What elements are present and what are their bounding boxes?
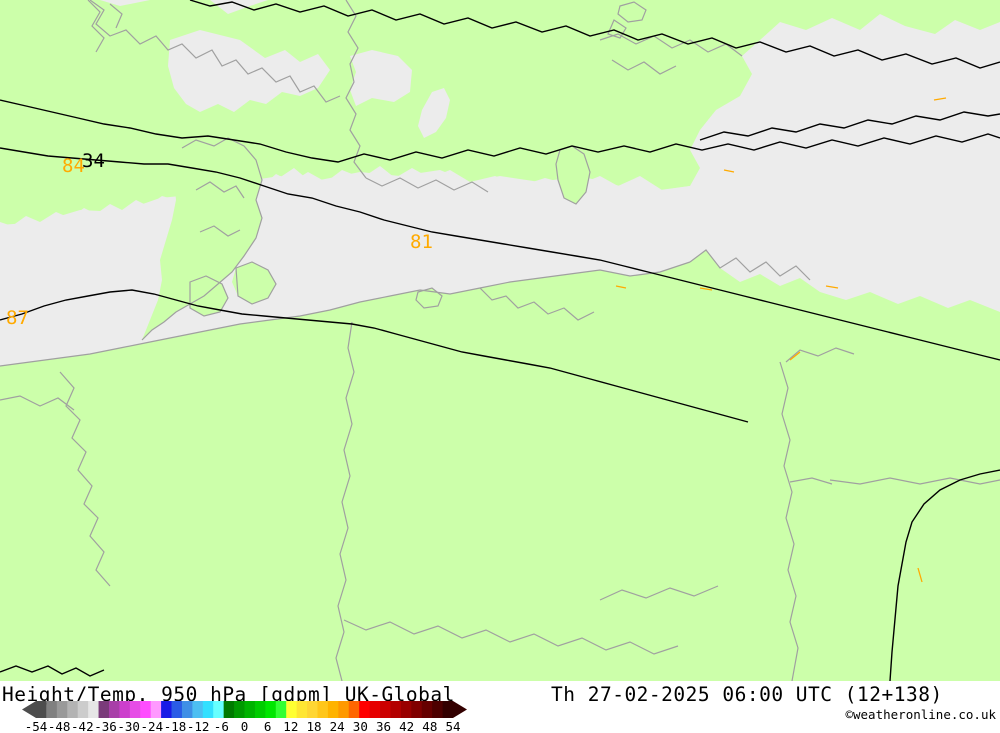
colorbar-swatch xyxy=(119,701,131,718)
colorbar-swatch xyxy=(150,701,162,718)
colorbar-tick-label: -30 xyxy=(117,719,140,733)
landmass-zealand xyxy=(232,262,276,304)
contour-east-upper xyxy=(699,111,1000,141)
colorbar-swatch xyxy=(98,701,110,718)
colorbar-swatch xyxy=(254,701,266,718)
colorbar-swatch xyxy=(244,701,256,718)
colorbar-swatch xyxy=(275,701,287,718)
valid-time-label: Th 27-02-2025 06:00 UTC (12+138) xyxy=(551,683,943,706)
contour-mid xyxy=(0,147,1000,361)
sea-skagerrak xyxy=(168,30,330,112)
colorbar-tick-label: 24 xyxy=(329,719,345,733)
colorbar-swatch xyxy=(359,701,371,718)
colorbar-swatch xyxy=(161,701,172,718)
highland-patch-2 xyxy=(418,88,450,138)
contour-se xyxy=(889,469,1000,681)
colorbar-swatch xyxy=(369,701,381,718)
colorbar-swatch xyxy=(432,701,443,718)
height-contours xyxy=(0,0,1000,681)
island-small-ne xyxy=(618,2,646,22)
colorbar-swatch xyxy=(46,701,58,718)
colorbar-swatch xyxy=(348,701,360,718)
colorbar-swatch xyxy=(213,701,225,718)
colorbar-swatch xyxy=(327,701,339,718)
colorbar-swatch xyxy=(390,701,402,718)
colorbar-tick-label: 0 xyxy=(240,719,249,733)
island-bornholm xyxy=(416,288,442,308)
colorbar-swatch xyxy=(286,701,298,718)
colorbar-tick-label: 6 xyxy=(263,719,272,733)
colorbar-swatch xyxy=(223,701,235,718)
contour-bottomleft xyxy=(0,665,105,677)
border-poland-east xyxy=(779,361,799,681)
colorbar-tick-label: 54 xyxy=(445,719,461,733)
colorbar-swatch xyxy=(317,701,329,718)
contour-87 xyxy=(0,289,749,423)
colorbar-tick-label: -24 xyxy=(140,719,164,733)
colorbar-swatch xyxy=(421,701,433,718)
highland-patch-1 xyxy=(350,50,412,106)
colorbar-tick-label: 42 xyxy=(399,719,415,733)
colorbar-tick-labels: -54 -48 -42 -36 -30 -24 -18 -12 -6 0 6 12 18 24 30 36 42… xyxy=(0,719,470,733)
colorbar-swatch xyxy=(380,701,391,718)
colorbar-swatch xyxy=(442,701,467,718)
landmass-central-europe xyxy=(0,250,1000,681)
contour-84 xyxy=(0,99,1000,163)
colorbar-swatch xyxy=(77,701,89,718)
temperature-contours xyxy=(615,97,947,681)
colorbar-tick-label: 36 xyxy=(375,719,392,733)
colorbar-swatch xyxy=(88,701,99,718)
map-svg: 84 34 87 81 xyxy=(0,0,1000,681)
contour-label-84: 84 xyxy=(62,155,85,177)
copyright-credit: ©weatheronline.co.uk xyxy=(845,707,996,722)
colorbar-swatch xyxy=(140,701,152,718)
map-canvas[interactable]: 84 34 87 81 xyxy=(0,0,1000,681)
colorbar-tick-label: -42 xyxy=(71,719,94,733)
colorbar-swatch xyxy=(411,701,423,718)
colorbar-swatch xyxy=(171,701,183,718)
colorbar-swatch xyxy=(296,701,308,718)
colorbar-tick-label: 30 xyxy=(352,719,368,733)
colorbar-tick-label: 18 xyxy=(306,719,322,733)
colorbar-swatch xyxy=(192,701,204,718)
colorbar-swatch xyxy=(67,701,79,718)
colorbar-swatches xyxy=(22,701,467,718)
contour-label-34: 34 xyxy=(82,150,105,172)
contour-top xyxy=(189,0,1000,69)
colorbar-tick-label: 12 xyxy=(283,719,299,733)
colorbar-swatch xyxy=(307,701,318,718)
colorbar xyxy=(22,701,467,718)
political-borders xyxy=(0,0,1000,681)
colorbar-swatch xyxy=(265,701,277,718)
colorbar-tick-label: -54 xyxy=(24,719,48,733)
landmass-danish-islands xyxy=(184,276,228,316)
map-title: Height/Temp. 950 hPa [gdpm] UK-Global xyxy=(2,683,455,706)
colorbar-tick-label: -12 xyxy=(186,719,210,733)
colorbar-tick-label: -6 xyxy=(213,719,229,733)
colorbar-tick-label: 48 xyxy=(422,719,438,733)
contour-label-87: 87 xyxy=(6,307,29,329)
colorbar-swatch xyxy=(129,701,141,718)
colorbar-swatch xyxy=(22,701,47,718)
colorbar-tick-label: -48 xyxy=(47,719,71,733)
sea-kattegat-strait xyxy=(282,168,314,262)
colorbar-swatch xyxy=(338,701,350,718)
colorbar-swatch xyxy=(202,701,214,718)
colorbar-swatch xyxy=(400,701,412,718)
colorbar-swatch xyxy=(108,701,120,718)
colorbar-swatch xyxy=(56,701,68,718)
colorbar-swatch xyxy=(181,701,193,718)
contour-label-group: 84 34 87 81 xyxy=(6,150,433,329)
colorbar-tick-label: -18 xyxy=(163,719,187,733)
contour-label-81: 81 xyxy=(410,231,433,253)
colorbar-tick-label: -36 xyxy=(94,719,117,733)
colorbar-swatch xyxy=(234,701,245,718)
island-gotland xyxy=(556,146,590,204)
